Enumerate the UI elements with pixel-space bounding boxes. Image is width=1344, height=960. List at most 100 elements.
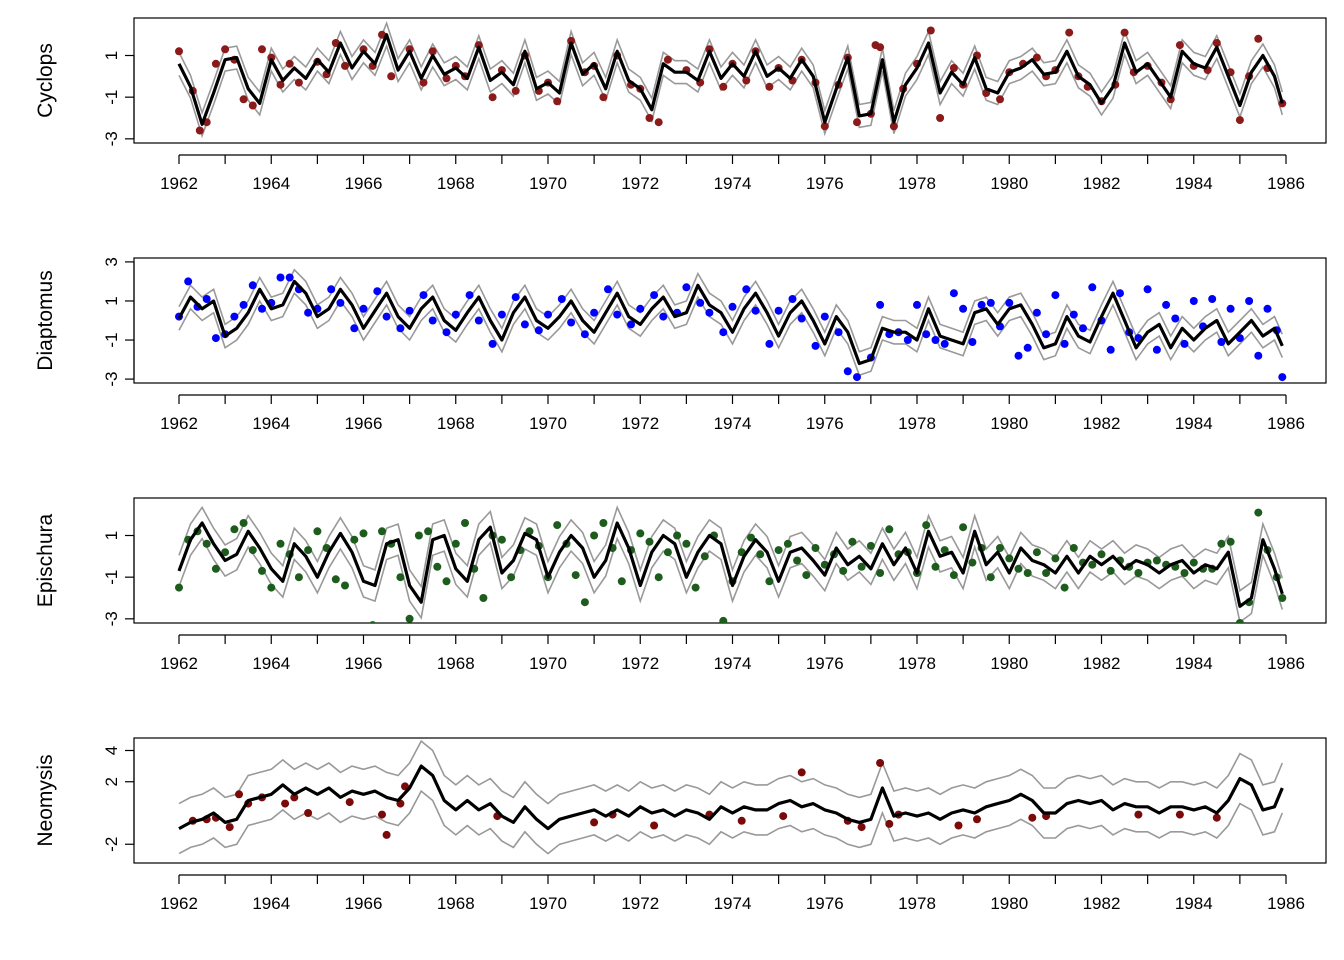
data-point — [285, 59, 294, 68]
data-point — [940, 546, 949, 555]
data-point — [474, 316, 483, 325]
data-point — [1060, 583, 1069, 592]
data-point — [931, 562, 940, 571]
data-point — [682, 283, 691, 292]
data-point — [1235, 619, 1244, 623]
data-point — [949, 571, 958, 580]
x-tick-label: 1980 — [990, 894, 1028, 913]
data-point — [276, 273, 285, 282]
data-point — [705, 45, 714, 54]
data-point — [424, 527, 433, 536]
panel-neomysis: 1962 1964 1966 1968 1970 1972 1974 1976 1978 1980… — [34, 737, 1327, 913]
data-point — [1212, 813, 1221, 822]
data-point — [239, 95, 248, 104]
data-point — [1023, 343, 1032, 352]
data-point — [811, 544, 820, 552]
data-point — [520, 320, 529, 329]
data-point — [327, 285, 336, 294]
data-point — [1069, 310, 1078, 319]
data-point — [557, 295, 566, 303]
fitted-line — [177, 279, 1284, 366]
data-point — [341, 61, 349, 70]
data-point — [705, 308, 714, 317]
data-point — [1106, 345, 1115, 354]
data-point — [968, 338, 977, 346]
data-point — [636, 529, 645, 538]
data-point — [663, 548, 672, 557]
data-point — [1189, 297, 1198, 305]
data-point — [885, 819, 894, 828]
x-tick-label: 1976 — [806, 414, 844, 433]
x-tick-label: 1970 — [529, 654, 567, 673]
data-point — [1175, 41, 1184, 50]
x-tick-label: 1984 — [1175, 414, 1213, 433]
data-point — [936, 114, 945, 122]
data-point — [341, 581, 349, 590]
data-point — [387, 72, 396, 81]
y-axis: -2 2 4 — [102, 746, 135, 852]
data-point — [405, 614, 414, 623]
data-point — [1208, 295, 1217, 303]
x-tick-label: 1962 — [160, 894, 198, 913]
data-point — [885, 525, 894, 534]
data-point — [294, 78, 303, 87]
data-point — [866, 541, 875, 550]
data-point — [959, 523, 968, 532]
x-tick-label: 1970 — [529, 894, 567, 913]
data-point — [889, 122, 898, 131]
data-point — [221, 45, 230, 54]
data-point — [225, 823, 234, 832]
y-axis-label: Epischura — [34, 513, 57, 607]
data-point — [428, 316, 437, 325]
data-point — [636, 304, 645, 313]
data-point — [401, 782, 409, 791]
data-point — [756, 550, 765, 559]
data-point — [1254, 351, 1263, 360]
data-point — [783, 539, 792, 548]
data-point — [405, 306, 414, 315]
data-point — [350, 324, 359, 333]
data-point — [1069, 544, 1078, 552]
data-point — [1032, 548, 1041, 557]
data-point — [419, 291, 428, 300]
data-point — [195, 126, 204, 135]
y-axis-label: Cyclops — [34, 43, 57, 118]
data-point — [968, 558, 977, 567]
data-point — [663, 55, 672, 64]
fitted-line — [178, 764, 1284, 831]
lower-band-line — [178, 789, 1284, 855]
data-point — [511, 293, 520, 302]
x-tick-label: 1982 — [1083, 654, 1121, 673]
x-tick-label: 1974 — [714, 174, 752, 193]
y-axis-label: Neomysis — [34, 754, 57, 846]
panel-diaptomus: 1962 1964 1966 1968 1970 1972 1974 1976 1978 1980… — [34, 257, 1327, 433]
x-tick-label: 1964 — [252, 414, 290, 433]
x-tick-label: 1968 — [437, 894, 475, 913]
y-axis: -3 -1 1 — [102, 531, 135, 626]
x-tick-label: 1986 — [1267, 174, 1305, 193]
data-point — [396, 573, 405, 582]
x-axis: 1962 1964 1966 1968 1970 1972 1974 1976 1978 1980… — [160, 154, 1305, 193]
data-point — [184, 277, 193, 286]
data-point — [774, 306, 783, 315]
data-point — [765, 82, 774, 91]
x-tick-label: 1986 — [1267, 894, 1305, 913]
y-tick-label: -2 — [102, 837, 121, 852]
data-layer — [175, 268, 1287, 382]
lower-band-line — [178, 43, 1284, 139]
data-point — [1097, 550, 1106, 559]
y-axis-label: Diaptomus — [34, 270, 57, 370]
data-point — [876, 759, 885, 767]
lower-band-line — [178, 536, 1284, 623]
data-point — [820, 312, 829, 321]
x-tick-label: 1964 — [252, 174, 290, 193]
data-point — [590, 818, 599, 827]
x-tick-label: 1972 — [621, 174, 659, 193]
x-tick-label: 1984 — [1175, 174, 1213, 193]
data-point — [673, 531, 682, 540]
data-point — [419, 78, 428, 87]
data-point — [378, 810, 386, 819]
data-point — [1180, 339, 1189, 348]
x-tick-label: 1968 — [437, 414, 475, 433]
data-point — [488, 339, 497, 348]
